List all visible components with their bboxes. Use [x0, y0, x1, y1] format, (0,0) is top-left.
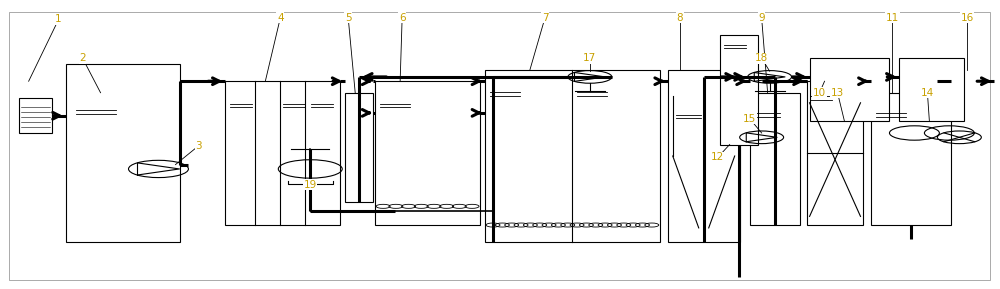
Bar	[810, 58, 889, 121]
Bar	[66, 64, 180, 242]
Text: 3: 3	[195, 141, 202, 151]
Text: 6: 6	[399, 13, 405, 23]
Text: 13: 13	[831, 88, 844, 98]
Text: 9: 9	[758, 13, 765, 23]
Text: 12: 12	[711, 152, 724, 162]
Text: 14: 14	[921, 88, 934, 98]
Bar	[871, 93, 951, 225]
Text: 1: 1	[55, 14, 62, 24]
Bar	[750, 93, 800, 225]
Text: 16: 16	[961, 13, 974, 23]
Text: 15: 15	[743, 114, 756, 124]
Bar	[19, 99, 52, 133]
Bar	[899, 58, 964, 121]
Text: 11: 11	[886, 13, 899, 23]
Bar	[345, 93, 373, 202]
Text: 18: 18	[755, 53, 768, 63]
Text: 8: 8	[676, 13, 683, 23]
Text: 10: 10	[813, 88, 826, 98]
Text: 19: 19	[304, 180, 317, 190]
Text: 7: 7	[542, 13, 548, 23]
Bar	[485, 70, 660, 242]
Bar	[668, 70, 740, 242]
Bar	[807, 81, 863, 225]
Bar	[720, 35, 758, 144]
Bar	[225, 81, 340, 225]
Text: 17: 17	[583, 53, 596, 63]
Bar	[375, 81, 480, 225]
Text: 4: 4	[277, 13, 284, 23]
Text: 2: 2	[79, 53, 86, 63]
Text: 5: 5	[345, 13, 352, 23]
